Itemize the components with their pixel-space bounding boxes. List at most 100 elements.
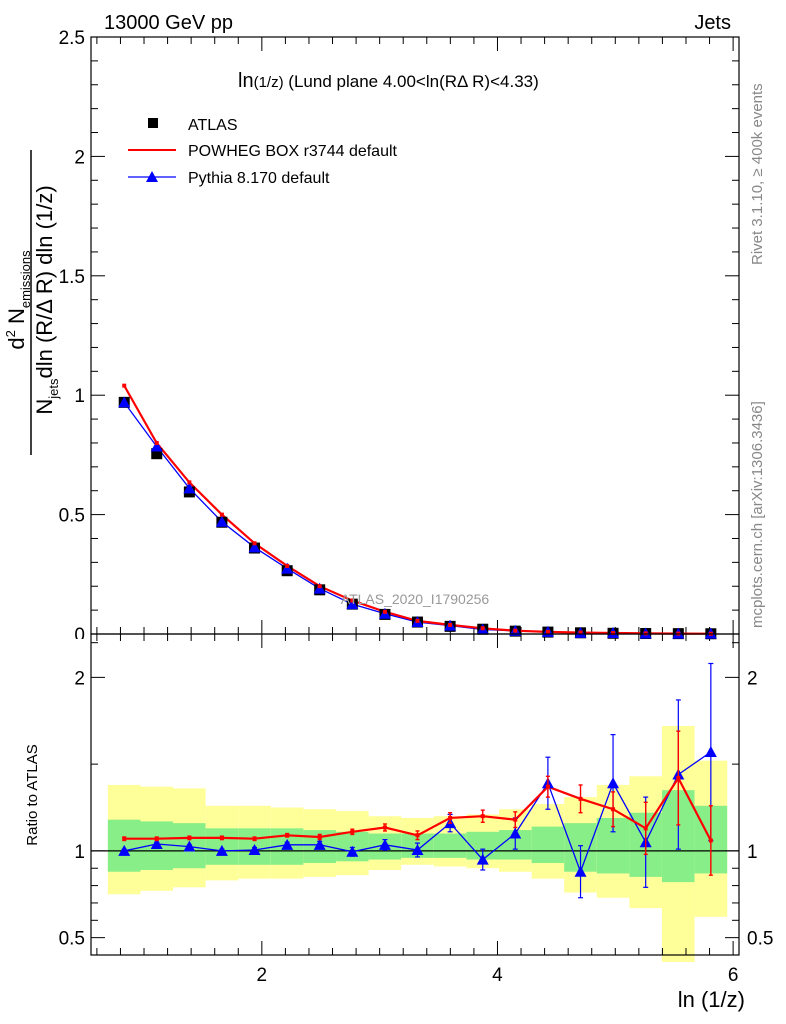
y-label-njets: N xyxy=(32,399,57,415)
powheg-point xyxy=(187,480,192,485)
powheg-ratio-point xyxy=(708,838,713,843)
x-axis-label: ln (1/z) xyxy=(678,987,745,1012)
pythia-ratio-point xyxy=(346,845,359,857)
pythia-ratio-point xyxy=(607,777,620,789)
powheg-point xyxy=(415,618,420,623)
y-label-nem: N xyxy=(4,308,29,330)
powheg-point xyxy=(448,622,453,627)
x-tick-label: 2 xyxy=(257,965,268,986)
header-right: Jets xyxy=(694,12,731,34)
powheg-ratio-point xyxy=(154,836,159,841)
powheg-point xyxy=(219,512,224,517)
powheg-ratio-point xyxy=(219,835,224,840)
main-y-tick-label: 1 xyxy=(74,386,85,407)
y-label-nem-sub: emissions xyxy=(18,250,33,308)
main-y-tick-label: 0.5 xyxy=(59,506,85,527)
powheg-ratio-point xyxy=(513,817,518,822)
main-y-tick-label: 1.5 xyxy=(59,267,85,288)
legend-powheg-label: POWHEG BOX r3744 default xyxy=(188,143,398,160)
header-left: 13000 GeV pp xyxy=(104,12,233,34)
mcplots-label: mcplots.cern.ch [arXiv:1306.3436] xyxy=(749,401,766,628)
pythia-ratio-point xyxy=(509,827,522,839)
plot-title-rest: (Lund plane 4.00<ln(RΔ R)<4.33) xyxy=(284,72,539,91)
powheg-ratio-point xyxy=(643,826,648,831)
ratio-y-tick-label-right: 2 xyxy=(747,668,758,689)
plot-title: ln(1/z) (Lund plane 4.00<ln(RΔ R)<4.33) xyxy=(238,70,539,92)
powheg-point xyxy=(578,630,583,635)
y-label-njets-sub: jets xyxy=(46,378,61,400)
legend-pythia-marker xyxy=(146,171,158,182)
ratio-y-tick-label: 1 xyxy=(74,842,85,863)
powheg-ratio-point xyxy=(578,796,583,801)
y-label-dln: dln (R/Δ R) dln (1/z) xyxy=(32,185,57,378)
powheg-point xyxy=(317,584,322,589)
pythia-ratio-point xyxy=(150,837,163,849)
legend-pythia-label: Pythia 8.170 default xyxy=(188,170,330,187)
pythia-point xyxy=(248,541,261,553)
powheg-point xyxy=(611,631,616,636)
y-label-d2-sup: 2 xyxy=(3,330,18,337)
main-y-tick-label: 2 xyxy=(74,147,85,168)
svg-text:d2 Nemissions: d2 Nemissions xyxy=(3,250,33,350)
pythia-ratio-point xyxy=(476,853,489,865)
legend-atlas-marker xyxy=(148,118,158,128)
pythia-ratio-point xyxy=(313,838,326,850)
pythia-ratio-point xyxy=(118,844,131,856)
ratio-y-tick-label-right: 1 xyxy=(747,842,758,863)
powheg-ratio-point xyxy=(382,825,387,830)
main-plot: 0.5 1 1.5 2 2.5 0 xyxy=(59,28,740,955)
pythia-point xyxy=(215,515,228,527)
powheg-point xyxy=(122,383,127,388)
legend-atlas-label: ATLAS xyxy=(188,117,238,134)
powheg-point xyxy=(513,628,518,633)
powheg-ratio-point xyxy=(350,829,355,834)
powheg-ratio-point xyxy=(285,833,290,838)
powheg-ratio-point xyxy=(480,814,485,819)
atlas-point xyxy=(151,448,163,460)
pythia-ratio-point xyxy=(574,865,587,877)
pythia-ratio-point xyxy=(281,838,294,850)
svg-text:Njetsdln (R/Δ R) dln (1/z): Njetsdln (R/Δ R) dln (1/z) xyxy=(32,185,61,414)
powheg-ratio-point xyxy=(676,776,681,781)
main-y-tick-label: 2.5 xyxy=(59,28,85,49)
powheg-ratio-point xyxy=(317,835,322,840)
powheg-point xyxy=(350,598,355,603)
powheg-point xyxy=(480,626,485,631)
y-label-d2: d xyxy=(4,337,29,349)
pythia-ratio-point xyxy=(183,840,196,852)
ratio-plot: 2 4 6 0.5 0.5 1 1 2 2 xyxy=(59,633,773,986)
watermark: ATLAS_2020_I1790256 xyxy=(341,591,490,607)
plot-title-sub: (1/z) xyxy=(254,74,284,91)
powheg-ratio-point xyxy=(611,807,616,812)
x-tick-label: 6 xyxy=(728,965,739,986)
pythia-point xyxy=(118,396,131,408)
main-y-axis-label: Njetsdln (R/Δ R) dln (1/z) d2 Nemissions… xyxy=(3,185,61,414)
pythia-ratio-point xyxy=(215,844,228,856)
band-inner-bin xyxy=(531,826,565,864)
legend: ATLAS POWHEG BOX r3744 default Pythia 8.… xyxy=(128,117,398,187)
pythia-point xyxy=(281,562,294,574)
plot-title-main: ln xyxy=(238,70,254,92)
powheg-point xyxy=(252,541,257,546)
pythia-ratio-point xyxy=(248,844,261,856)
pythia-ratio-point xyxy=(411,844,424,856)
pythia-point xyxy=(150,440,163,452)
pythia-ratio-point xyxy=(378,838,391,850)
powheg-point xyxy=(154,440,159,445)
powheg-ratio-point xyxy=(187,835,192,840)
ratio-y-tick-label-right: 0.5 xyxy=(747,929,773,950)
powheg-point xyxy=(382,609,387,614)
powheg-point xyxy=(285,563,290,568)
powheg-ratio-point xyxy=(545,784,550,789)
pythia-point xyxy=(346,598,359,610)
pythia-point xyxy=(183,482,196,494)
powheg-ratio-point xyxy=(122,836,127,841)
ratio-y-tick-label: 2 xyxy=(74,668,85,689)
powheg-ratio-point xyxy=(448,815,453,820)
ratio-y-tick-label: 0.5 xyxy=(59,929,85,950)
ratio-frame xyxy=(90,633,740,956)
main-y-tick-label-zero: 0 xyxy=(74,625,85,646)
band-inner-bin xyxy=(433,833,467,858)
ratio-y-axis-label: Ratio to ATLAS xyxy=(24,744,41,845)
